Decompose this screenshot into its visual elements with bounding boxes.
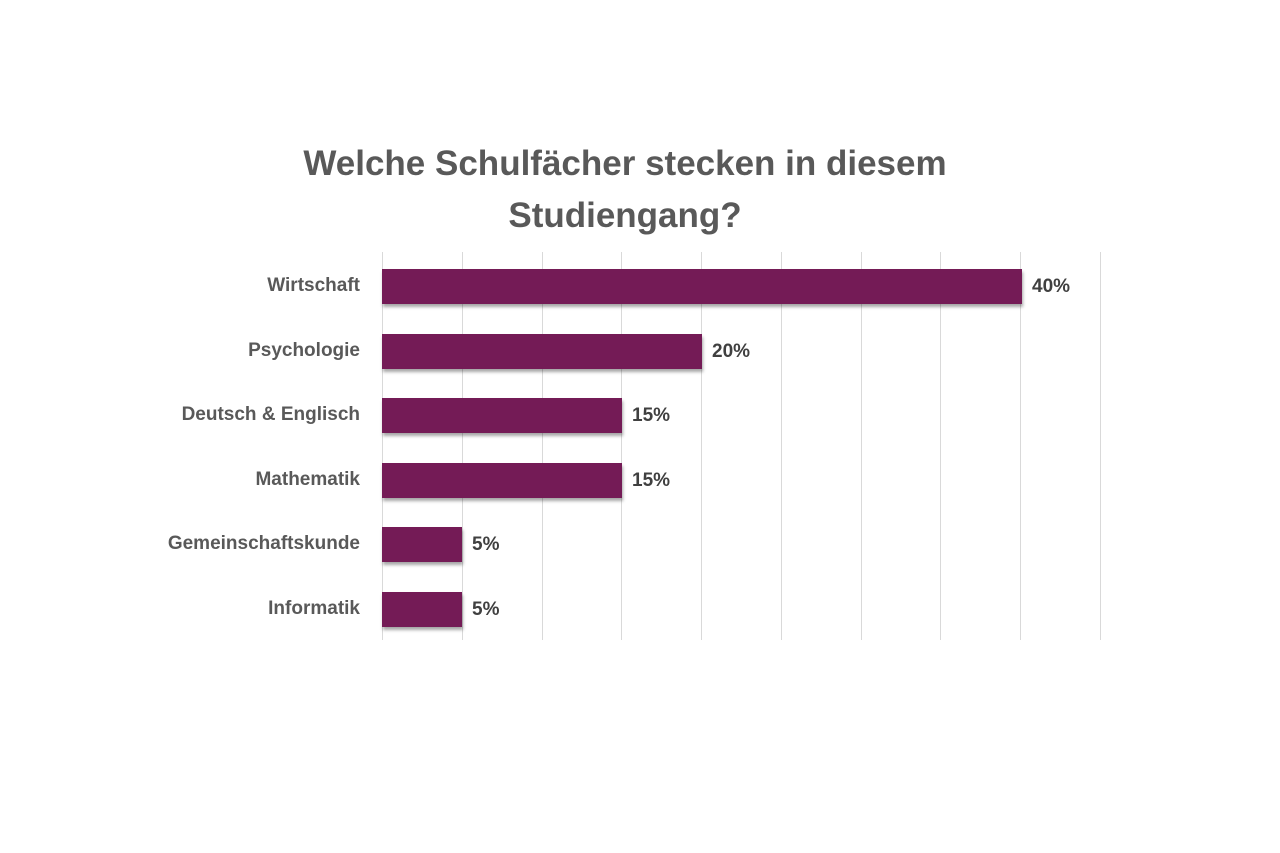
bar xyxy=(382,398,622,433)
category-label: Informatik xyxy=(268,597,360,619)
plot-area xyxy=(382,252,1101,640)
bar xyxy=(382,462,622,498)
chart-title-line-2: Studiengang? xyxy=(508,196,742,235)
gridline xyxy=(780,252,782,640)
gridline xyxy=(1100,252,1101,640)
gridline xyxy=(701,252,703,640)
data-label: 5% xyxy=(472,598,500,620)
gridline xyxy=(1020,252,1022,640)
data-label: 5% xyxy=(472,534,500,555)
bar xyxy=(382,527,462,562)
gridline xyxy=(621,252,623,640)
category-label: Mathematik xyxy=(255,468,360,490)
bar xyxy=(382,591,462,627)
gridline xyxy=(382,252,383,640)
bar xyxy=(382,269,1022,304)
gridline xyxy=(541,252,543,640)
gridline xyxy=(940,252,942,640)
data-label: 40% xyxy=(1032,276,1071,297)
chart-title: Welche Schulfächer stecken in diesem Stu… xyxy=(200,138,1050,242)
gridline xyxy=(860,252,862,640)
data-label: 20% xyxy=(712,340,751,362)
gridline xyxy=(461,252,463,640)
category-label: Deutsch & Englisch xyxy=(181,404,360,425)
category-label: Psychologie xyxy=(248,339,360,361)
bar xyxy=(382,333,702,369)
chart-title-line-1: Welche Schulfächer stecken in diesem xyxy=(303,144,947,183)
category-label: Wirtschaft xyxy=(267,275,360,296)
data-label: 15% xyxy=(632,405,671,426)
data-label: 15% xyxy=(632,469,671,491)
category-label: Gemeinschaftskunde xyxy=(167,533,360,554)
